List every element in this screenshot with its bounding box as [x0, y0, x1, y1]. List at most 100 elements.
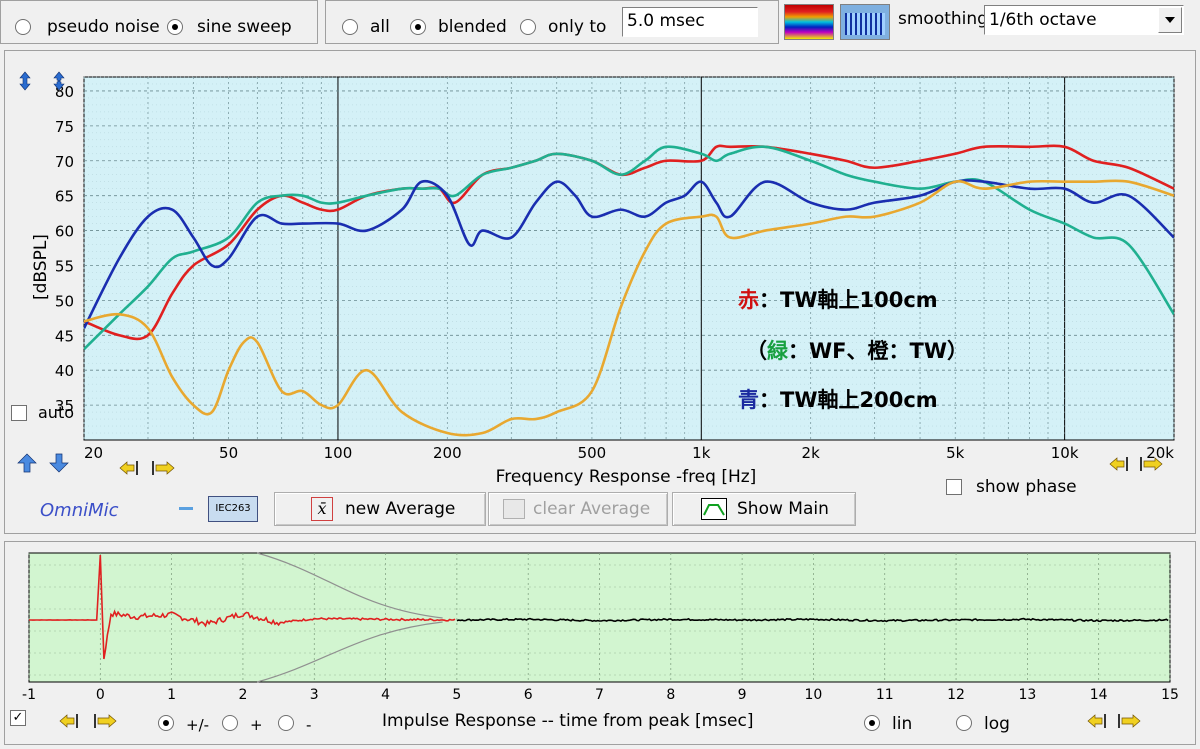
freq-series-blue	[84, 179, 1174, 329]
imp-zoom-right-icon[interactable]	[94, 714, 117, 728]
auto-checkbox[interactable]	[11, 405, 27, 421]
freq-y-tick: 40	[55, 362, 74, 380]
chevron-down-icon[interactable]	[1158, 7, 1182, 33]
imp-pan-left-icon[interactable]	[1087, 714, 1106, 728]
impulse-x-tick: 10	[805, 687, 823, 703]
spectrogram-icon[interactable]	[784, 4, 834, 40]
smoothing-label: smoothing	[898, 9, 988, 29]
shift-up-icon[interactable]	[17, 453, 37, 473]
annotation-line-3-text: ：TW軸上200cm	[759, 388, 938, 412]
scale-lin-label: lin	[892, 714, 913, 734]
polarity-both-label: +/-	[186, 716, 210, 734]
clear-average-label: clear Average	[533, 499, 651, 519]
pseudo-noise-radio[interactable]	[15, 19, 31, 35]
gate-group: all blended only to 5.0 msec	[325, 0, 779, 44]
freq-y-tick: 50	[55, 292, 74, 310]
polarity-both-radio[interactable]	[158, 715, 174, 731]
imp-zoom-left-icon[interactable]	[59, 714, 78, 728]
iec-badge[interactable]: IEC263	[208, 496, 258, 522]
impulse-x-tick: 13	[1018, 687, 1036, 703]
freq-y-tick: 65	[55, 188, 74, 206]
x-pan-right-icon[interactable]	[1140, 457, 1163, 471]
polarity-plus-radio[interactable]	[222, 715, 238, 731]
annotation-line-2-text: ：WF、橙：TW）	[788, 339, 968, 363]
show-main-icon	[701, 498, 727, 520]
x-pan-left-icon[interactable]	[1109, 457, 1128, 471]
waterfall-icon[interactable]	[840, 4, 890, 40]
freq-x-tick: 2k	[802, 444, 821, 462]
annotation-line-1-text: ：TW軸上100cm	[759, 288, 938, 312]
gate-only-to-radio[interactable]	[520, 19, 536, 35]
freq-x-tick: 10k	[1051, 444, 1079, 462]
freq-series-orange	[84, 179, 1174, 437]
impulse-x-axis-label: Impulse Response -- time from peak [msec…	[382, 711, 754, 731]
new-average-label: new Average	[345, 499, 456, 519]
pseudo-noise-label: pseudo noise	[47, 17, 160, 37]
new-average-button[interactable]: x̄ new Average	[274, 492, 486, 526]
show-phase-label: show phase	[976, 477, 1077, 497]
annotation-green-marker: 緑	[767, 339, 788, 363]
freq-y-tick: 75	[55, 118, 74, 136]
gate-window-upper	[257, 552, 443, 619]
annotation-blue-marker: 青	[738, 388, 759, 412]
scale-lin-radio[interactable]	[864, 715, 880, 731]
polarity-plus-label: +	[250, 716, 263, 734]
freq-x-tick: 20	[84, 444, 103, 462]
shift-down-icon[interactable]	[49, 453, 69, 473]
gate-all-radio[interactable]	[342, 19, 358, 35]
impulse-x-tick: 12	[947, 687, 965, 703]
x-zoom-left-icon[interactable]	[119, 461, 138, 475]
freq-y-tick: 60	[55, 223, 74, 241]
freq-x-tick: 5k	[946, 444, 965, 462]
smoothing-select[interactable]: 1/6th octave	[984, 5, 1184, 35]
impulse-x-tick: 8	[666, 687, 675, 703]
scale-log-radio[interactable]	[956, 715, 972, 731]
gate-time-input[interactable]: 5.0 msec	[622, 7, 758, 37]
impulse-x-tick: 1	[167, 687, 176, 703]
freq-y-tick: 35	[55, 397, 74, 415]
smoothing-value: 1/6th octave	[989, 10, 1097, 30]
freq-x-tick: 500	[578, 444, 607, 462]
average-icon: x̄	[311, 497, 333, 521]
impulse-x-tick: -1	[22, 687, 36, 703]
freq-x-axis-label: Frequency Response -freq [Hz]	[496, 467, 757, 487]
impulse-series-red	[29, 554, 456, 660]
impulse-x-tick: 2	[238, 687, 247, 703]
freq-y-tick: 70	[55, 153, 74, 171]
sine-sweep-label: sine sweep	[197, 17, 292, 37]
signal-group: pseudo noise sine sweep	[0, 0, 318, 44]
impulse-x-tick: 11	[876, 687, 894, 703]
impulse-x-tick: 5	[452, 687, 461, 703]
auto-label: auto	[38, 403, 75, 422]
gate-window-lower	[257, 621, 443, 683]
annotation-line-2-open: （	[746, 339, 767, 363]
annotation-line-1: 赤：TW軸上100cm	[738, 284, 938, 314]
zoom-y-icon[interactable]	[53, 71, 65, 91]
clear-average-button[interactable]: clear Average	[488, 492, 668, 526]
imp-pan-right-icon[interactable]	[1118, 714, 1141, 728]
show-phase-checkbox[interactable]	[946, 479, 962, 495]
impulse-series-black	[456, 617, 1169, 623]
polarity-minus-label: -	[306, 716, 312, 734]
impulse-x-tick: 0	[96, 687, 105, 703]
sine-sweep-radio[interactable]	[167, 19, 183, 35]
annotation-red-marker: 赤	[738, 288, 759, 312]
freq-y-tick: 45	[55, 327, 74, 345]
x-zoom-right-icon[interactable]	[152, 461, 175, 475]
annotation-line-3: 青：TW軸上200cm	[738, 384, 938, 414]
pan-updown-icon[interactable]	[19, 71, 31, 91]
impulse-plot-area[interactable]	[28, 552, 1171, 683]
freq-x-tick: 200	[433, 444, 462, 462]
gate-all-label: all	[370, 17, 390, 37]
gate-blended-radio[interactable]	[410, 19, 426, 35]
polarity-minus-radio[interactable]	[278, 715, 294, 731]
impulse-x-tick: 15	[1161, 687, 1179, 703]
gate-blended-label: blended	[438, 17, 507, 37]
impulse-checkbox[interactable]: ✓	[10, 710, 26, 726]
impulse-x-tick: 9	[738, 687, 747, 703]
impulse-x-tick: 6	[524, 687, 533, 703]
show-main-button[interactable]: Show Main	[672, 492, 856, 526]
